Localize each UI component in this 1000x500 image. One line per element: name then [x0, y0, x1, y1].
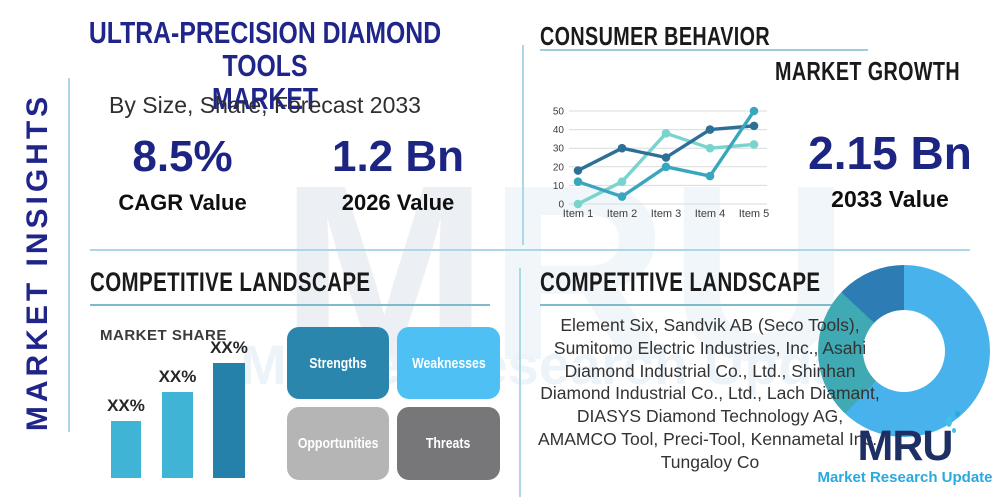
market-growth-line-chart: 0 10 20 30 40 50 Item 1 Item 2 Item 3 Item 4 Item … [553, 107, 770, 221]
cagr-label: CAGR Value [118, 190, 247, 215]
cagr-value: 8.5% [132, 132, 233, 181]
consumer-behavior-title: CONSUMER BEHAVIOR [540, 21, 771, 51]
market-share-bar [162, 391, 193, 478]
svg-text:Item 1: Item 1 [563, 208, 594, 220]
svg-text:50: 50 [553, 107, 565, 118]
mru-logo-tagline: Market Research Update [817, 469, 993, 486]
svg-text:40: 40 [553, 125, 565, 136]
consumer-behavior-underline [540, 49, 868, 51]
company-share-donut-chart [818, 265, 990, 437]
mru-logo-text: MRU [857, 422, 954, 470]
label-2026: 2026 Value [341, 190, 455, 215]
competitive-left-underline [90, 304, 490, 306]
svg-text:10: 10 [553, 181, 565, 192]
donut-hole [863, 310, 945, 392]
label-2033: 2033 Value [831, 186, 949, 212]
value-2026: 1.2 Bn [331, 132, 465, 181]
svg-text:20: 20 [553, 162, 565, 173]
svg-text:Item 2: Item 2 [607, 208, 638, 220]
swot-opportunities-label: Opportunities [297, 435, 379, 452]
mru-logo: MRU Market Research Update [805, 411, 1000, 486]
droplet-icon [952, 428, 956, 433]
competitive-right-underline [540, 304, 878, 306]
swot-threats-box: Threats [397, 407, 500, 480]
swot-strengths-label: Strengths [309, 354, 367, 372]
svg-text:Item 4: Item 4 [695, 208, 726, 220]
svg-text:Item 5: Item 5 [739, 208, 770, 220]
top-middle-vertical-divider [522, 45, 524, 245]
droplet-icon [946, 416, 952, 427]
company-list: Element Six, Sandvik AB (Seco Tools), Su… [538, 315, 882, 472]
watermark-logo: MRU [280, 133, 850, 412]
market-share-bar [111, 420, 141, 478]
main-title-line1: ULTRA-PRECISION DIAMOND TOOLS [88, 15, 442, 83]
sidebar-vertical-label: MARKET INSIGHTS [21, 92, 54, 432]
bar-value-label: XX% [158, 366, 197, 386]
competitive-right-title: COMPETITIVE LANDSCAPE [540, 267, 821, 297]
svg-text:30: 30 [553, 144, 565, 155]
main-title-line2: MARKET [211, 81, 319, 116]
value-2033: 2.15 Bn [808, 127, 972, 179]
left-vertical-divider [68, 78, 70, 432]
bottom-middle-vertical-divider [519, 268, 521, 497]
swot-weaknesses-label: Weaknesses [411, 354, 486, 372]
market-share-bar [213, 363, 245, 478]
horizontal-divider [90, 249, 970, 251]
market-growth-title: MARKET GROWTH [775, 56, 960, 86]
main-title: ULTRA-PRECISION DIAMOND TOOLS MARKET [30, 16, 500, 115]
bar-value-label: XX% [210, 338, 248, 357]
svg-text:Item 3: Item 3 [651, 208, 682, 220]
svg-text:0: 0 [558, 200, 564, 211]
market-share-label: MARKET SHARE [100, 327, 227, 344]
droplet-icon [955, 411, 960, 417]
market-share-bar-chart: XX% XX% XX% [90, 330, 260, 478]
competitive-left-title: COMPETITIVE LANDSCAPE [90, 267, 371, 297]
swot-weaknesses-box: Weaknesses [397, 327, 500, 399]
subtitle: By Size, Share, Forecast 2033 [109, 92, 421, 118]
swot-threats-label: Threats [426, 435, 471, 452]
swot-opportunities-box: Opportunities [287, 407, 389, 480]
swot-strengths-box: Strengths [287, 327, 389, 399]
bar-value-label: XX% [107, 395, 145, 415]
